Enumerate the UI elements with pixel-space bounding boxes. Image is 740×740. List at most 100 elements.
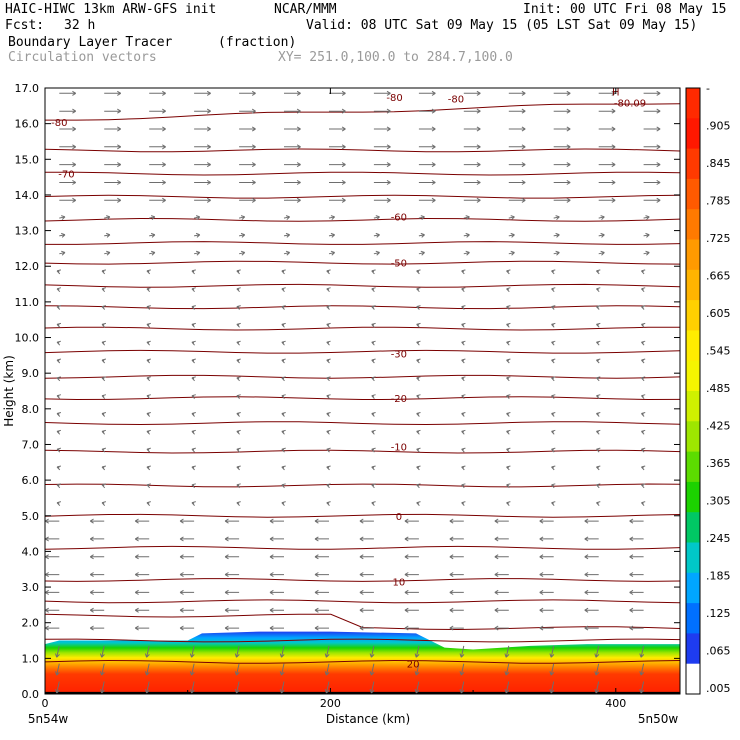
wind-vector [191,465,196,471]
wind-vector [416,429,421,435]
wind-vector [281,483,286,489]
wind-vector [89,536,105,542]
wind-vector [281,322,286,328]
wind-vector [506,412,511,417]
wind-vector [149,144,166,150]
wind-vector [359,589,374,595]
wind-vector [326,483,331,489]
wind-vector [418,90,436,96]
wind-vector [594,645,600,658]
wind-vector [59,197,77,203]
wind-vector [549,681,555,694]
x-end-label-left: 5n54w [28,712,69,726]
wind-vector [639,681,645,694]
wind-vector [59,250,66,256]
wind-vector [281,287,286,293]
wind-vector [101,305,107,310]
wind-vector [314,607,329,613]
wind-vector [494,518,509,524]
wind-vector [506,483,511,489]
y-tick-label: 11.0 [15,296,40,309]
wind-vector [461,376,466,382]
wind-vector [179,554,195,560]
wind-vector [284,144,301,150]
wind-vector [598,90,616,96]
wind-vector [414,645,420,658]
wind-vector [373,108,391,114]
y-tick-label: 3.0 [22,581,40,594]
contour-label: 10 [393,578,406,589]
isotherm-line [45,421,680,426]
wind-vector [191,447,196,453]
wind-vector [553,126,571,132]
x-axis-label: Distance (km) [326,712,410,726]
wind-vector [641,501,646,506]
wind-vector [189,681,195,694]
wind-vector [236,483,241,489]
wind-vector [461,305,466,310]
wind-vector [629,607,644,613]
wind-vector [104,215,111,220]
wind-vector [89,589,105,595]
wind-vector [146,376,151,382]
wind-vector [149,232,156,238]
wind-vector [59,179,77,185]
wind-vector [414,681,420,694]
wind-vector [149,126,166,132]
wind-vector [179,625,195,631]
wind-vector [416,412,421,417]
x-tick-label: 400 [605,697,626,710]
wind-vector [449,625,464,631]
wind-vector [416,340,421,346]
wind-vector [59,162,77,168]
isotherm-line [45,148,680,153]
wind-vector [238,250,246,256]
isotherm-line [45,241,680,245]
wind-vector [45,572,60,578]
y-tick-label: 17.0 [15,82,40,95]
wind-vector [416,358,421,364]
wind-vector [281,305,286,310]
wind-vector [418,126,436,132]
wind-vector [269,572,284,578]
colorbar-swatch [686,209,700,240]
wind-vector [553,232,560,238]
wind-vector [596,322,601,328]
wind-vector [59,90,77,96]
wind-vector [508,179,526,185]
wind-vector [45,554,60,560]
wind-vector [641,287,646,293]
wind-vector [414,663,420,676]
contour-label: -80 [51,118,67,129]
wind-vector [326,305,331,310]
wind-vector [144,645,150,658]
wind-vector [146,465,151,471]
wind-vector [191,322,196,328]
wind-vector [506,269,511,275]
wind-vector [89,518,105,524]
wind-vector [149,108,166,114]
wind-vector [449,536,464,542]
wind-vector [641,394,646,399]
wind-vector [553,162,571,168]
wind-vector [191,305,196,310]
wind-vector [104,90,122,96]
wind-vector [504,645,510,658]
colorbar-label: .725 [706,232,731,245]
wind-vector [506,447,511,453]
wind-vector [598,197,616,203]
colorbar-swatch [686,633,700,665]
wind-vector [326,501,331,506]
wind-vector [553,179,571,185]
wind-vector [371,305,376,310]
wind-vector [179,607,195,613]
wind-vector [504,663,510,676]
colorbar-label: .185 [706,570,731,583]
wind-vector [326,447,331,453]
wind-vector [459,645,465,658]
wind-vector [149,179,166,185]
colorbar-swatch [686,512,700,543]
wind-vector [551,269,556,275]
wind-vector [596,429,601,435]
wind-vector [373,232,380,238]
